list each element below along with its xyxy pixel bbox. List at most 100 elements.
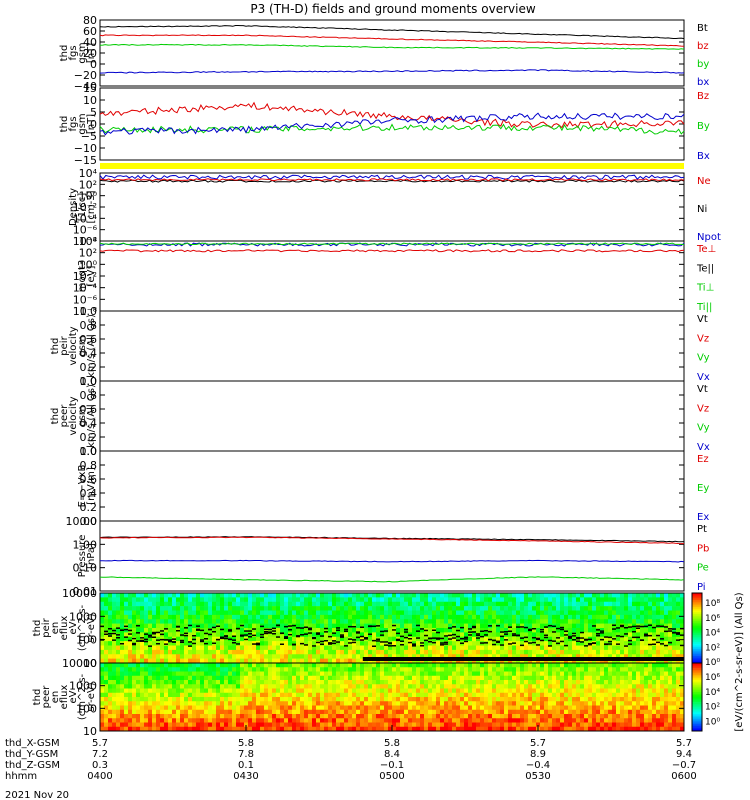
spectrogram-cell xyxy=(196,606,201,611)
spectrogram-cell xyxy=(168,601,173,607)
spectrogram-cell xyxy=(412,628,417,633)
spectrogram-cell xyxy=(300,663,305,668)
spectrogram-fill-gap xyxy=(404,628,408,631)
spectrogram-fill-gap xyxy=(644,625,648,628)
spectrogram-cell xyxy=(596,610,601,616)
spectrogram-cell xyxy=(332,671,337,677)
spectrogram-cell xyxy=(128,692,133,698)
spectrogram-cell xyxy=(448,628,453,633)
spectrogram-cell xyxy=(300,680,305,685)
spectrogram-cell xyxy=(568,606,573,611)
spectrogram-cell xyxy=(512,726,517,732)
y-axis-label: thd xyxy=(59,45,70,62)
spectrogram-cell xyxy=(192,606,197,611)
spectrogram-cell xyxy=(412,675,417,681)
spectrogram-cell xyxy=(588,667,593,672)
spectrogram-cell xyxy=(512,593,517,598)
spectrogram-cell xyxy=(404,623,409,629)
spectrogram-cell xyxy=(268,701,273,706)
spectrogram-cell xyxy=(468,628,473,633)
spectrogram-cell xyxy=(196,658,201,664)
spectrogram-cell xyxy=(272,726,277,732)
spectrogram-fill-gap xyxy=(516,626,520,628)
spectrogram-cell xyxy=(240,597,245,603)
spectrogram-cell xyxy=(392,680,397,685)
spectrogram-cell xyxy=(484,684,489,689)
spectrogram-cell xyxy=(524,680,529,685)
spectrogram-cell xyxy=(268,688,273,694)
spectrogram-cell xyxy=(656,606,661,611)
spectrogram-cell xyxy=(136,632,141,638)
spectrogram-cell xyxy=(424,692,429,698)
spectrogram-cell xyxy=(424,623,429,629)
spectrogram-fill-gap xyxy=(564,630,568,632)
spectrogram-cell xyxy=(352,667,357,672)
spectrogram-cell xyxy=(244,667,249,672)
spectrogram-cell xyxy=(476,667,481,672)
legend-vx: Vx xyxy=(697,372,710,383)
spectrogram-cell xyxy=(408,667,413,672)
spectrogram-cell xyxy=(248,601,253,607)
spectrogram-cell xyxy=(292,619,297,624)
spectrogram-cell xyxy=(176,636,181,642)
panel-frame xyxy=(99,450,685,522)
spectrogram-cell xyxy=(392,645,397,651)
spectrogram-cell xyxy=(260,684,265,689)
spectrogram-cell xyxy=(472,726,477,732)
spectrogram-cell xyxy=(284,636,289,642)
spectrogram-cell xyxy=(268,628,273,633)
spectrogram-cell xyxy=(464,680,469,685)
spectrogram-cell xyxy=(260,675,265,681)
spectrogram-cell xyxy=(576,680,581,685)
spectrogram-cell xyxy=(192,593,197,598)
y-axis-label: peir xyxy=(59,335,70,355)
spectrogram-cell xyxy=(480,610,485,616)
spectrogram-cell xyxy=(420,649,425,655)
spectrogram-cell xyxy=(220,667,225,672)
spectrogram-cell xyxy=(232,709,237,715)
spectrogram-cell xyxy=(420,623,425,629)
spectrogram-cell xyxy=(632,597,637,603)
spectrogram-cell xyxy=(484,610,489,616)
spectrogram-fill-gap xyxy=(448,634,452,637)
spectrogram-cell xyxy=(564,619,569,624)
spectrogram-fill-gap xyxy=(220,636,224,638)
spectrogram-cell xyxy=(176,632,181,638)
spectrogram-cell xyxy=(560,722,565,728)
spectrogram-cell xyxy=(356,628,361,633)
spectrogram-cell xyxy=(544,671,549,677)
spectrogram-cell xyxy=(112,614,117,620)
spectrogram-cell xyxy=(196,649,201,655)
spectrogram-cell xyxy=(652,623,657,629)
spectrogram-cell xyxy=(640,606,645,611)
spectrogram-cell xyxy=(372,619,377,624)
spectrogram-cell xyxy=(160,619,165,624)
spectrogram-cell xyxy=(580,614,585,620)
spectrogram-cell xyxy=(448,701,453,706)
spectrogram-cell xyxy=(320,623,325,629)
spectrogram-cell xyxy=(216,726,221,732)
spectrogram-cell xyxy=(240,614,245,620)
spectrogram-fill-gap xyxy=(300,642,304,645)
spectrogram-cell xyxy=(168,597,173,603)
spectrogram-cell xyxy=(284,658,289,664)
spectrogram-cell xyxy=(644,610,649,616)
spectrogram-cell xyxy=(112,623,117,629)
spectrogram-cell xyxy=(676,593,681,598)
spectrogram-cell xyxy=(480,714,485,719)
spectrogram-cell xyxy=(404,667,409,672)
spectrogram-cell xyxy=(400,597,405,603)
spectrogram-cell xyxy=(164,601,169,607)
spectrogram-cell xyxy=(376,667,381,672)
spectrogram-cell xyxy=(292,641,297,646)
spectrogram-cell xyxy=(476,619,481,624)
spectrogram-cell xyxy=(520,701,525,706)
spectrogram-cell xyxy=(528,632,533,638)
spectrogram-cell xyxy=(460,726,465,732)
y-axis-label: gsm xyxy=(77,335,88,356)
spectrogram-cell xyxy=(548,701,553,706)
spectrogram-cell xyxy=(284,705,289,711)
spectrogram-cell xyxy=(384,645,389,651)
spectrogram-cell xyxy=(448,619,453,624)
spectrogram-cell xyxy=(132,614,137,620)
